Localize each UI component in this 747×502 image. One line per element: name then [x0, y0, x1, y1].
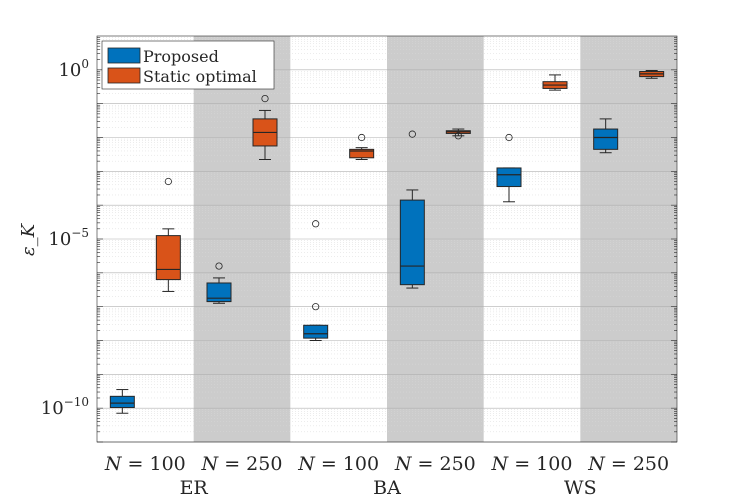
- outlier-point: [358, 133, 366, 142]
- x-tick-label: N = 100: [297, 453, 379, 475]
- box-static-optimal-1: [252, 94, 278, 160]
- y-axis-label: ε_K: [18, 222, 39, 256]
- box-proposed-1: [206, 262, 232, 304]
- legend-label-proposed: Proposed: [143, 47, 219, 66]
- x-tick-label-value: = 100: [122, 453, 186, 475]
- legend-swatch-proposed: [107, 47, 141, 64]
- x-tick-label-value: = 100: [315, 453, 379, 475]
- box-static-optimal-4: [542, 74, 568, 91]
- y-tick-exponent: 0: [81, 57, 89, 71]
- x-tick-label-var: N: [394, 453, 413, 475]
- boxes: [109, 70, 665, 414]
- y-tick-base: 10: [41, 398, 64, 419]
- box-static-optimal-2: [349, 133, 375, 160]
- x-tick-label: N = 100: [104, 453, 186, 475]
- box-proposed-4: [496, 133, 522, 203]
- x-tick-label-var: N: [587, 453, 606, 475]
- box-body: [349, 148, 375, 159]
- x-tick-labels: N = 100 N = 250 N = 100 N = 250 N = 100 N = 2…: [104, 453, 669, 499]
- y-tick-label: 10−10: [41, 395, 89, 419]
- box-body: [303, 324, 329, 339]
- x-tick-label: N = 100: [491, 453, 573, 475]
- outlier-point: [454, 132, 462, 140]
- x-tick-label-value: = 250: [218, 453, 282, 475]
- outlier-point: [164, 177, 172, 186]
- x-tick-label: N = 250: [394, 453, 476, 475]
- box-body: [399, 199, 425, 286]
- box-static-optimal-5: [639, 70, 665, 79]
- legend-swatch-static-optimal: [107, 67, 141, 84]
- legend-label-static-optimal: Static optimal: [143, 67, 257, 86]
- outlier-point: [215, 262, 223, 270]
- box-static-optimal-0: [155, 177, 181, 292]
- x-tick-label-var: N: [201, 453, 220, 475]
- x-tick-label-value: = 100: [508, 453, 572, 475]
- x-tick-label-var: N: [491, 453, 510, 475]
- outlier-point: [505, 133, 513, 142]
- x-tick-label-var: N: [104, 453, 123, 475]
- y-tick-exponent: −5: [71, 226, 89, 240]
- x-tick-label-var: N: [297, 453, 316, 475]
- outlier-point: [312, 303, 320, 311]
- box-static-optimal-3: [445, 128, 471, 140]
- box-proposed-0: [109, 389, 135, 414]
- x-tick-label-value: = 250: [605, 453, 669, 475]
- group-label-ws: WS: [564, 477, 597, 498]
- box-body: [206, 282, 232, 303]
- outlier-point: [261, 94, 269, 103]
- y-axis-label-text: ε_K: [18, 222, 39, 256]
- box-proposed-3: [399, 130, 425, 289]
- legend: Proposed Static optimal: [101, 40, 275, 90]
- group-label-ba: BA: [373, 477, 401, 498]
- box-body: [593, 128, 619, 150]
- x-tick-label-value: = 250: [412, 453, 476, 475]
- x-tick-label: N = 250: [201, 453, 283, 475]
- y-tick-label: 10−5: [48, 226, 89, 250]
- box-body: [496, 167, 522, 188]
- box-body: [109, 395, 135, 408]
- y-tick-exponent: −10: [64, 395, 89, 409]
- box-proposed-5: [593, 118, 619, 154]
- box-body: [155, 235, 181, 281]
- outlier-point: [312, 220, 320, 228]
- y-tick-base: 10: [48, 229, 71, 250]
- group-label-er: ER: [180, 477, 209, 498]
- y-tick-label: 100: [58, 57, 89, 81]
- box-proposed-2: [303, 220, 329, 341]
- x-tick-label: N = 250: [587, 453, 669, 475]
- outlier-point: [408, 130, 416, 138]
- y-tick-base: 10: [58, 60, 81, 81]
